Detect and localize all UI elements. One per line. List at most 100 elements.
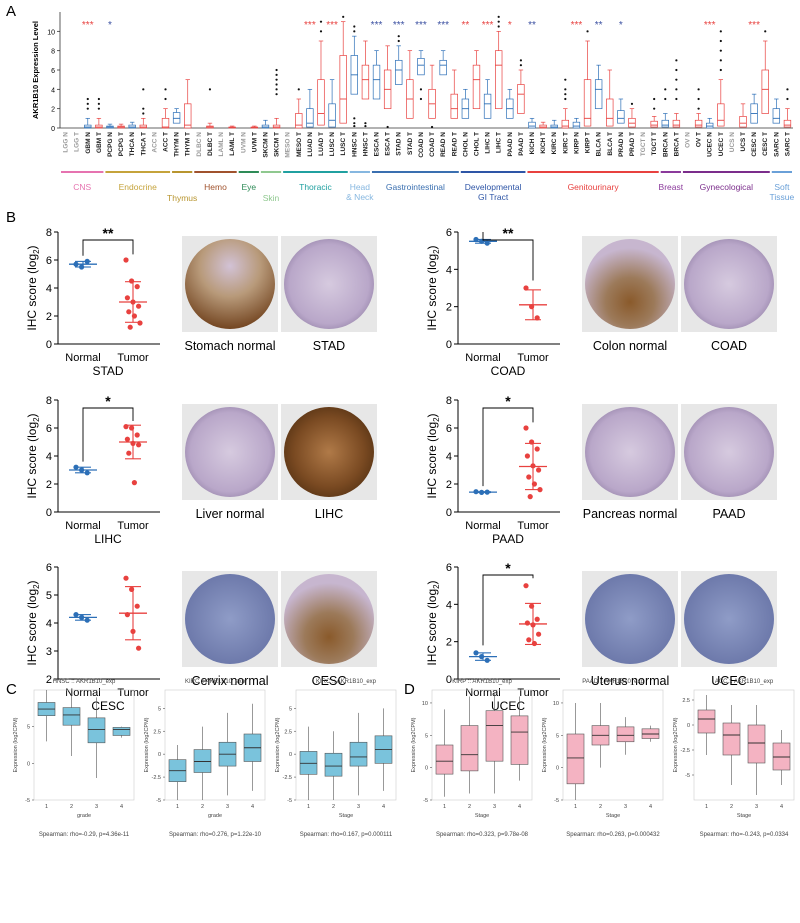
- a-group-label-line2: GI Tract: [478, 192, 509, 202]
- b-y-axis-title: IHC score (log2): [425, 413, 441, 498]
- a-x-tick-label: TGCT T: [651, 132, 658, 155]
- b-data-point: [130, 628, 136, 635]
- a-y-tick-label: 8: [51, 49, 55, 56]
- b-y-tick-label: 0: [446, 339, 452, 351]
- a-x-tick-label: TGCT N: [640, 132, 647, 156]
- a-significance-stars: ***: [437, 20, 449, 31]
- a-x-tick-label: STAD N: [396, 132, 403, 156]
- b-data-point: [534, 616, 540, 622]
- b-data-point: [136, 645, 142, 651]
- a-x-tick-label: ACC N: [151, 132, 158, 153]
- b-data-point: [523, 425, 529, 431]
- small-subplot: KIRC :: AKR1B10_exp-5 -2.5 0 2.5 5Expression…: [144, 679, 266, 838]
- a-significance-stars: ***: [704, 20, 716, 31]
- small-x-tick-label: 2: [599, 804, 602, 810]
- small-box: [566, 733, 585, 785]
- b-subplot-title: COAD: [491, 364, 526, 378]
- b-data-point: [529, 439, 535, 445]
- b-data-point: [130, 440, 136, 446]
- a-outlier-point: [764, 30, 767, 33]
- b-y-tick-label: 2: [46, 479, 52, 491]
- a-outlier-point: [386, 125, 389, 129]
- b-y-tick-label: 0: [446, 674, 452, 686]
- a-box: [661, 119, 669, 128]
- b-x-tick-label: Tumor: [117, 520, 149, 532]
- small-y-axis-title: Expression (log2CPM): [411, 717, 417, 772]
- a-box: [361, 64, 370, 100]
- a-box: [583, 79, 592, 127]
- small-box-2: 2: [722, 705, 741, 810]
- a-box: [261, 124, 270, 129]
- a-significance-stars: ***: [482, 20, 494, 31]
- b-significance-bracket: [482, 574, 534, 646]
- a-box: [606, 98, 614, 127]
- a-outlier-point: [664, 88, 667, 91]
- b-data-point: [79, 264, 85, 270]
- b-y-tick-label: 6: [446, 562, 452, 574]
- a-group-label: Hemo: [204, 182, 227, 192]
- small-x-axis-title: Stage: [475, 813, 489, 819]
- small-plot-area: [33, 689, 135, 801]
- small-x-tick-label: 2: [468, 804, 471, 810]
- b-normal-group: [469, 489, 497, 495]
- small-x-tick-label: 3: [493, 804, 496, 810]
- small-x-tick-label: 4: [780, 804, 783, 810]
- a-outlier-point: [430, 125, 434, 129]
- b-ihc-caption: Pancreas normal: [583, 507, 678, 521]
- b-ihc-caption: Uterus normal: [591, 674, 670, 688]
- b-y-tick-label: 0: [46, 339, 52, 351]
- small-box: [62, 707, 81, 726]
- a-group-label: CNS: [73, 182, 91, 192]
- a-x-tick-label: LIHC N: [485, 132, 492, 154]
- small-y-tick-label: 0: [158, 752, 161, 758]
- a-outlier-point: [275, 83, 278, 86]
- a-outlier-point: [342, 15, 345, 18]
- b-subplot-title: CESC: [91, 699, 125, 713]
- a-group-label: Head: [350, 182, 371, 192]
- small-box-4: 4: [243, 703, 262, 810]
- b-tumor-group: [119, 257, 147, 330]
- small-x-axis-title: Stage: [737, 813, 751, 819]
- b-x-tick-label: Normal: [65, 687, 100, 699]
- small-x-tick-label: 4: [382, 804, 385, 810]
- b-data-point: [84, 470, 90, 476]
- a-significance-stars: **: [595, 20, 603, 31]
- small-x-tick-label: 2: [730, 804, 733, 810]
- b-subplot-title: STAD: [92, 364, 123, 378]
- b-data-point: [73, 261, 79, 267]
- a-x-tick-label: LAML T: [229, 132, 236, 156]
- b-normal-group: [469, 236, 497, 246]
- b-x-tick-label: Tumor: [117, 352, 149, 364]
- b-data-point: [84, 258, 90, 264]
- b-data-point: [124, 612, 130, 618]
- a-x-tick-label: UCEC N: [707, 132, 714, 157]
- b-data-point: [523, 583, 529, 589]
- small-x-tick-label: 1: [705, 804, 708, 810]
- a-x-tick-label: UVM N: [240, 132, 247, 153]
- a-outlier-point: [275, 68, 278, 72]
- b-data-point: [473, 489, 479, 495]
- a-x-tick-label: UCEC T: [718, 132, 725, 156]
- b-ihc-caption: LIHC: [315, 507, 343, 521]
- a-x-tick-label: ESCA T: [385, 132, 392, 156]
- a-outlier-point: [519, 64, 523, 67]
- a-x-tick-label: LGG T: [74, 132, 81, 152]
- b-data-point: [530, 463, 536, 469]
- a-outlier-point: [353, 30, 356, 33]
- b-y-axis-title-sub: 2: [432, 417, 441, 422]
- small-plot-title: ACC :: AKR1B10_exp: [715, 679, 774, 685]
- a-box: [694, 119, 703, 128]
- a-outlier-point: [564, 93, 567, 96]
- b-significance-stars: *: [505, 560, 511, 576]
- a-x-tick-label: PCPG T: [118, 132, 125, 156]
- small-y-tick-label: 5: [556, 733, 559, 739]
- a-box: [628, 117, 636, 128]
- a-outlier-point: [86, 107, 89, 110]
- a-outlier-point: [397, 35, 400, 38]
- a-outlier-point: [275, 78, 278, 81]
- a-x-tick-label: READ N: [440, 132, 447, 157]
